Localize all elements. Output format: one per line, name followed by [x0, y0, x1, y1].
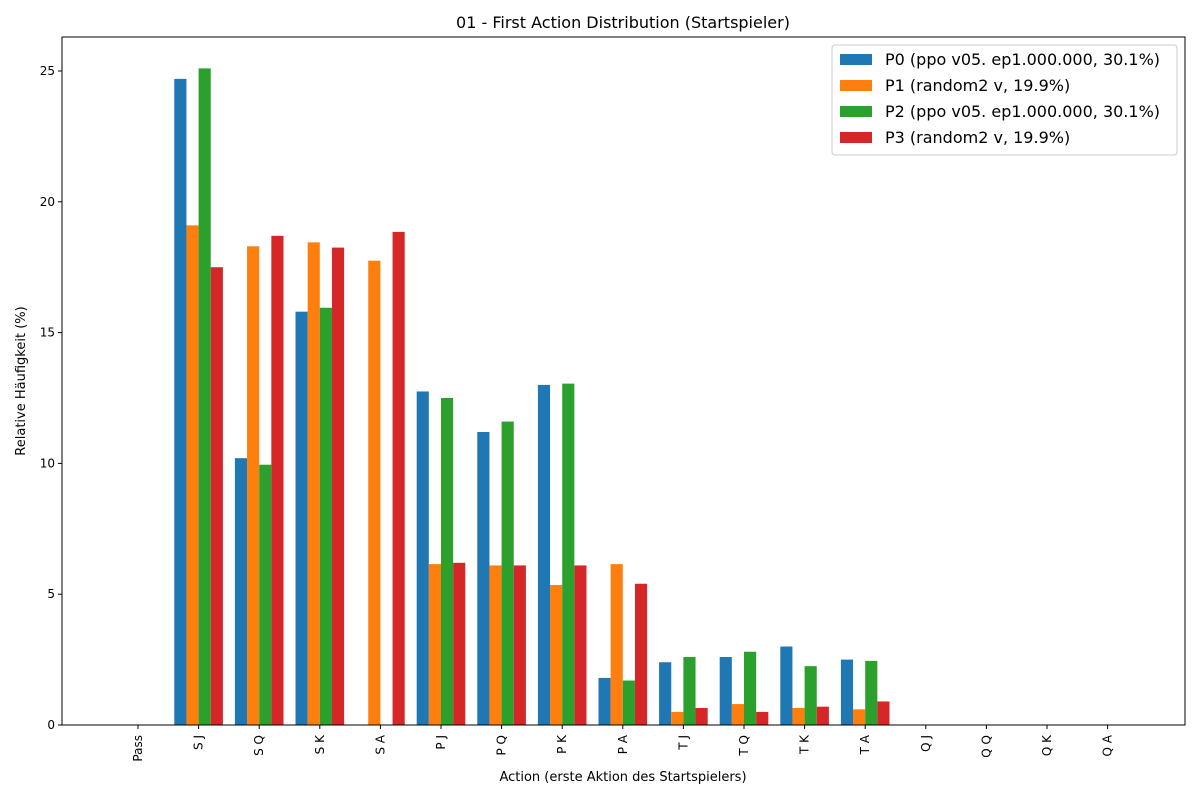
y-tick-label: 10	[40, 456, 55, 470]
x-tick-label: S K	[313, 734, 327, 754]
bar-p0-tj	[659, 662, 672, 725]
bar-p3-tq	[756, 711, 769, 725]
bar-p3-tk	[816, 706, 829, 725]
x-tick-label: P Q	[495, 735, 509, 756]
bar-p1-tq	[731, 704, 744, 725]
x-tick-label: T K	[798, 734, 812, 755]
bar-p2-pa	[622, 680, 635, 725]
y-tick-label: 25	[40, 64, 55, 78]
bar-p3-ta	[877, 701, 890, 725]
bar-p2-tk	[804, 666, 817, 725]
legend-label: P1 (random2 v, 19.9%)	[885, 76, 1070, 95]
y-tick-label: 15	[40, 326, 55, 340]
bar-p1-tk	[792, 708, 805, 725]
bar-p1-pq	[489, 565, 502, 725]
bar-p0-sj	[174, 78, 187, 726]
bar-p1-sa	[368, 260, 381, 725]
x-tick-label: P J	[434, 735, 448, 750]
bar-p3-sq	[271, 235, 284, 725]
x-tick-label: Pass	[131, 735, 145, 762]
bar-p3-sa	[392, 231, 405, 725]
chart-title: 01 - First Action Distribution (Startspi…	[456, 13, 790, 32]
x-tick-label: S Q	[252, 735, 266, 756]
x-tick-label: P A	[616, 734, 630, 754]
bar-p2-pq	[501, 421, 514, 725]
x-tick-label: T Q	[737, 735, 751, 757]
x-tick-label: Q Q	[979, 735, 993, 758]
bar-p1-sk	[307, 242, 320, 725]
bar-p2-sq	[259, 464, 272, 725]
legend-label: P2 (ppo v05. ep1.000.000, 30.1%)	[885, 102, 1160, 121]
bar-p3-sk	[331, 247, 345, 725]
legend-label: P3 (random2 v, 19.9%)	[885, 128, 1070, 147]
y-tick-label: 5	[47, 587, 55, 601]
x-tick-label: T J	[676, 735, 690, 751]
bar-p0-pk	[537, 384, 551, 725]
x-tick-label: Q A	[1101, 734, 1115, 756]
y-tick-label: 0	[47, 718, 55, 732]
x-tick-label: T A	[858, 734, 872, 755]
bar-p2-pk	[562, 383, 575, 725]
legend-swatch	[840, 54, 872, 65]
bar-p3-tj	[695, 708, 708, 725]
bar-p2-sj	[198, 68, 211, 725]
x-tick-label: S J	[192, 735, 206, 750]
bar-p1-tj	[671, 711, 684, 725]
bar-p3-pk	[574, 565, 587, 725]
legend-swatch	[840, 80, 872, 91]
x-tick-label: Q K	[1040, 734, 1054, 756]
bar-p2-tq	[744, 651, 757, 725]
y-tick-label: 20	[40, 195, 55, 209]
x-tick-label: Q J	[919, 735, 933, 752]
legend-box	[831, 44, 1178, 156]
x-axis: Pass S J S Q S K S A P J P Q P K P A T J T Q T K T A…	[131, 725, 1115, 762]
bar-p3-pa	[634, 583, 648, 725]
legend: P0 (ppo v05. ep1.000.000, 30.1%) P1 (rand…	[831, 44, 1178, 156]
bar-p1-pj	[428, 564, 441, 725]
bar-p2-ta	[865, 660, 878, 725]
bar-p0-sq	[234, 458, 248, 725]
bars-group	[174, 68, 890, 726]
bar-p1-pk	[550, 585, 563, 725]
bar-p0-ta	[840, 659, 854, 725]
bar-p0-pq	[477, 432, 490, 725]
bar-p2-sk	[319, 307, 332, 725]
bar-p1-pa	[610, 564, 623, 725]
legend-swatch	[840, 106, 872, 117]
bar-p0-tq	[719, 656, 732, 725]
plot-frame	[61, 36, 1186, 726]
y-axis-label: Relative Häufigkeit (%)	[14, 306, 29, 455]
bar-p0-tk	[780, 646, 793, 725]
x-tick-label: S A	[373, 734, 387, 754]
bar-p0-pa	[598, 677, 611, 725]
legend-swatch	[840, 132, 872, 143]
bar-p2-tj	[683, 656, 696, 725]
legend-label: P0 (ppo v05. ep1.000.000, 30.1%)	[885, 50, 1160, 69]
bar-p0-pj	[416, 391, 429, 725]
bar-p2-pj	[441, 398, 454, 725]
bar-p0-sk	[295, 311, 308, 725]
bar-p1-sj	[186, 225, 199, 725]
y-axis: 0 5 10 15 20 25	[40, 64, 62, 732]
x-axis-label: Action (erste Aktion des Startspielers)	[499, 770, 746, 785]
bar-p1-ta	[853, 709, 866, 725]
x-tick-label: P K	[555, 734, 569, 754]
bar-p1-sq	[247, 246, 260, 725]
bar-p3-pq	[513, 565, 526, 725]
bar-p3-pj	[453, 562, 466, 725]
bar-p3-sj	[210, 267, 223, 725]
